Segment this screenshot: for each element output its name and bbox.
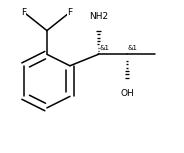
Text: F: F [21,8,26,17]
Text: &1: &1 [99,45,109,51]
Text: OH: OH [120,89,134,98]
Text: NH2: NH2 [89,12,108,21]
Text: F: F [67,8,72,17]
Text: &1: &1 [128,45,138,51]
